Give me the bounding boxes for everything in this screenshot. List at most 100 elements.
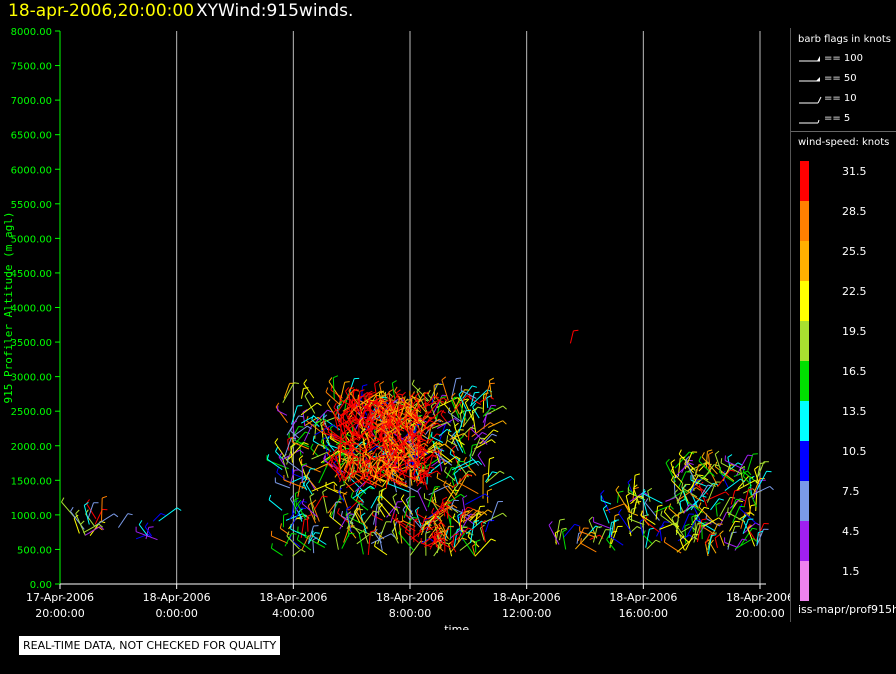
wind-barb-flag: [127, 513, 133, 516]
speed-swatch-label: 16.5: [842, 365, 867, 378]
wind-barb: [361, 394, 368, 407]
speed-swatch: [800, 521, 809, 561]
wind-barb-flag: [318, 444, 324, 446]
wind-barb-flag: [407, 423, 412, 429]
wind-barb: [472, 406, 480, 419]
wind-barb: [363, 529, 369, 544]
wind-barb: [348, 431, 354, 443]
wind-barb: [691, 516, 694, 532]
wind-barb: [343, 525, 350, 543]
wind-barb: [355, 511, 368, 530]
wind-barb-flag: [350, 471, 356, 475]
wind-barb: [402, 520, 416, 527]
wind-barb-flag: [453, 533, 459, 536]
wind-barb-flag: [457, 512, 463, 517]
wind-barb-flag: [434, 518, 439, 523]
wind-barb-flag: [597, 526, 603, 528]
wind-barb: [333, 437, 350, 446]
wind-barb-flag: [707, 449, 713, 452]
wind-barb-flag: [160, 512, 166, 516]
wind-barb-flag: [377, 503, 383, 505]
wind-barb-flag: [391, 468, 394, 475]
wind-barb-flag: [435, 442, 441, 446]
wind-barb: [158, 507, 178, 522]
wind-barb: [398, 522, 403, 544]
wind-barb: [462, 513, 471, 528]
wind-barb: [450, 528, 462, 539]
wind-barb: [739, 508, 757, 525]
wind-barb: [674, 451, 690, 469]
wind-barb: [318, 464, 329, 484]
wind-barb-flag: [643, 514, 650, 517]
wind-barb: [313, 418, 324, 427]
x-tick-time: 20:00:00: [35, 607, 84, 620]
wind-barb: [361, 456, 373, 468]
wind-barb-flag: [390, 533, 396, 538]
x-tick-date: 17-Apr-2006: [26, 591, 94, 604]
wind-barb-flag: [472, 443, 478, 446]
wind-barb-flag: [144, 522, 149, 528]
wind-barb-flag: [353, 389, 359, 392]
wind-barb: [276, 472, 289, 483]
wind-barb: [400, 498, 413, 515]
wind-barb: [606, 539, 616, 551]
wind-barb: [417, 518, 426, 538]
wind-barb-flag: [453, 489, 459, 492]
wind-barb-flag: [324, 455, 326, 461]
wind-barb-flag: [649, 527, 655, 530]
wind-barb-flag: [98, 523, 104, 528]
wind-barb-flag: [380, 390, 386, 395]
wind-barb-flag: [486, 395, 492, 399]
wind-barb: [423, 538, 443, 548]
wind-barb-flag: [333, 402, 337, 408]
wind-barb: [640, 515, 656, 526]
wind-barb-flag: [276, 467, 279, 473]
wind-barb: [446, 439, 458, 447]
wind-barb-flag: [421, 446, 427, 451]
wind-barb-flag: [325, 387, 329, 393]
wind-barb-flag: [462, 398, 468, 401]
wind-barb: [462, 511, 484, 523]
wind-barb: [559, 529, 563, 541]
wind-barb-flag: [298, 455, 304, 460]
wind-barb-flag: [378, 428, 382, 434]
wind-barb: [426, 422, 438, 431]
wind-barb: [412, 424, 418, 441]
wind-barb: [358, 406, 367, 421]
wind-barb-flag: [688, 462, 694, 466]
wind-barb: [462, 385, 473, 399]
wind-barb-flag: [734, 520, 740, 523]
wind-barb-flag: [419, 469, 425, 471]
wind-barb: [426, 522, 442, 532]
wind-barb-flag: [309, 493, 315, 497]
wind-barb-flag: [460, 512, 466, 516]
wind-barb-flag: [711, 532, 717, 535]
wind-barb-flag: [290, 494, 294, 500]
wind-barb-flag: [396, 419, 402, 423]
wind-barb-flag: [327, 449, 331, 455]
wind-barb-flag: [463, 456, 467, 462]
wind-barb: [673, 478, 676, 497]
wind-barb: [405, 531, 419, 543]
wind-barb: [296, 539, 312, 551]
wind-barb: [306, 475, 319, 492]
wind-barb-flag: [405, 407, 408, 414]
wind-barb-flag: [718, 517, 723, 522]
wind-barb: [420, 537, 430, 544]
wind-barb-flag: [695, 519, 701, 522]
wind-barb-flag: [298, 415, 304, 418]
wind-barb: [413, 450, 417, 474]
wind-barb-flag: [408, 444, 413, 450]
wind-barb: [375, 423, 393, 439]
wind-barb-flag: [286, 455, 289, 462]
wind-barb: [94, 509, 103, 525]
wind-barb: [474, 538, 492, 557]
wind-barb-flag: [333, 375, 339, 379]
wind-barb-flag: [293, 382, 299, 384]
wind-barb-flag: [490, 538, 496, 542]
wind-barb-flag: [350, 397, 355, 403]
wind-barb: [403, 400, 422, 413]
wind-barb-flag: [368, 415, 370, 421]
wind-barb-flag: [453, 470, 459, 474]
wind-barb-flag: [742, 471, 746, 477]
